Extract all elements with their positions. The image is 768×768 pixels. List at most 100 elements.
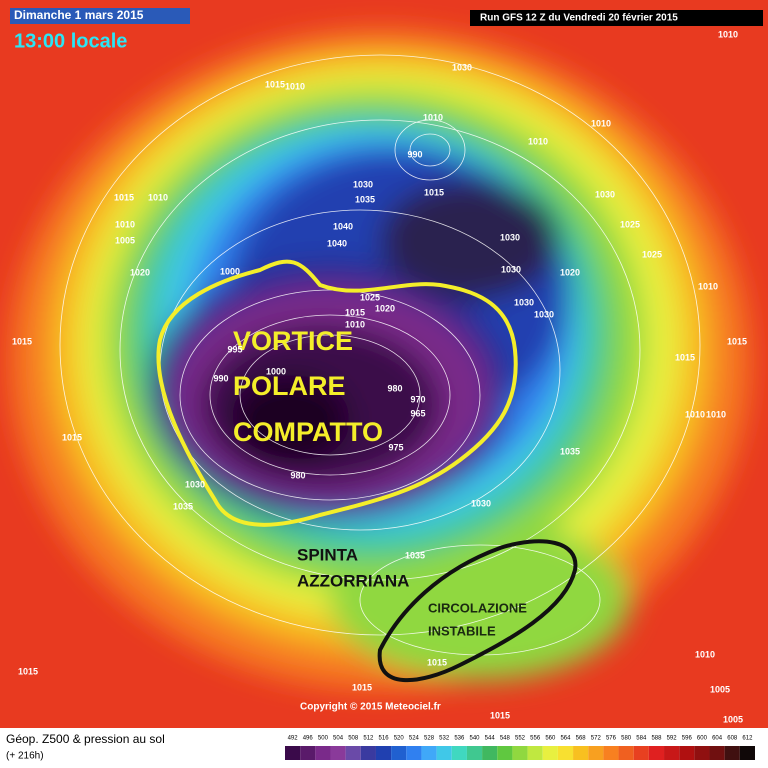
scale-cell xyxy=(330,746,346,760)
scale-cell xyxy=(664,746,680,760)
isobar-label: 1010 xyxy=(695,649,715,659)
annotation: AZZORRIANA xyxy=(297,571,409,590)
isobar-label: 1010 xyxy=(423,112,443,122)
scale-cell xyxy=(633,746,649,760)
isobar-label: 1015 xyxy=(352,682,372,692)
isobar-label: 1035 xyxy=(405,550,425,560)
scale-cell xyxy=(497,746,513,760)
isobar-label: 1020 xyxy=(560,267,580,277)
local-time: 13:00 locale xyxy=(14,30,127,52)
isobar-label: 1035 xyxy=(173,501,193,511)
scale-label: 548 xyxy=(500,736,511,742)
footer-lead: (+ 216h) xyxy=(6,751,44,762)
scale-cell xyxy=(482,746,498,760)
scale-cell xyxy=(451,746,467,760)
isobar-label: 1030 xyxy=(353,179,373,189)
isobar-label: 1015 xyxy=(424,187,444,197)
map-field xyxy=(0,0,768,728)
scale-cell xyxy=(618,746,634,760)
isobar-label: 1015 xyxy=(265,79,285,89)
scale-cell xyxy=(709,746,725,760)
date: Dimanche 1 mars 2015 xyxy=(14,8,144,22)
isobar-label: 1015 xyxy=(727,336,747,346)
isobar-label: 1015 xyxy=(62,432,82,442)
date-box xyxy=(10,8,190,24)
isobar-label: 1040 xyxy=(327,238,347,248)
isobar-label: 1040 xyxy=(333,221,353,231)
annotation: POLARE xyxy=(233,371,346,401)
scale-label: 572 xyxy=(591,736,602,742)
height-field xyxy=(10,30,750,690)
scale-label: 604 xyxy=(712,736,723,742)
annotation: VORTICE xyxy=(233,326,353,356)
scale-cell xyxy=(573,746,589,760)
isobar-label: 1015 xyxy=(490,710,510,720)
scale-label: 600 xyxy=(697,736,708,742)
isobar-label: 1030 xyxy=(534,309,554,319)
scale-label: 532 xyxy=(439,736,450,742)
isobar-label: 1035 xyxy=(560,446,580,456)
scale-label: 588 xyxy=(651,736,662,742)
scale-cell xyxy=(285,746,301,760)
scale-cell xyxy=(724,746,740,760)
annotation: INSTABILE xyxy=(428,623,496,638)
isobar-label: 1010 xyxy=(345,319,365,329)
isobar-label: 1010 xyxy=(706,409,726,419)
isobar-label: 1030 xyxy=(185,479,205,489)
scale-label: 612 xyxy=(742,736,753,742)
isobar-label: 995 xyxy=(227,344,242,354)
scale-label: 504 xyxy=(333,736,344,742)
scale-label: 496 xyxy=(303,736,314,742)
isobar-label: 1020 xyxy=(130,267,150,277)
scale-label: 608 xyxy=(727,736,738,742)
isobar-label: 1035 xyxy=(355,194,375,204)
scale-cell xyxy=(391,746,407,760)
scale-label: 540 xyxy=(470,736,481,742)
scale-cell xyxy=(542,746,558,760)
scale-label: 528 xyxy=(424,736,435,742)
scale-cell xyxy=(360,746,376,760)
isobar-label: 1000 xyxy=(266,366,286,376)
isobar-label: 1010 xyxy=(698,281,718,291)
isobar-label: 1020 xyxy=(375,303,395,313)
isobar-label: 1030 xyxy=(471,498,491,508)
isobar-label: 990 xyxy=(213,373,228,383)
scale-cell xyxy=(527,746,543,760)
isobar-label: 1005 xyxy=(723,714,743,724)
scale-cell xyxy=(679,746,695,760)
isobar-label: 1015 xyxy=(675,352,695,362)
isobar-label: 1010 xyxy=(685,409,705,419)
scale-cell xyxy=(375,746,392,760)
scale-label: 564 xyxy=(560,736,571,742)
instability-outline xyxy=(377,539,578,683)
scale-cell xyxy=(466,746,483,760)
isobar-label: 1025 xyxy=(620,219,640,229)
scale-label: 592 xyxy=(667,736,678,742)
isobar-label: 980 xyxy=(290,470,305,480)
scale-label: 544 xyxy=(485,736,496,742)
annotation: COMPATTO xyxy=(233,417,383,447)
isobar-label: 990 xyxy=(407,149,422,159)
vortex-outline xyxy=(156,259,518,527)
scale-cell xyxy=(512,746,528,760)
isobar-label: 1025 xyxy=(360,292,380,302)
scale-cell xyxy=(406,746,422,760)
isobar-label: 1030 xyxy=(514,297,534,307)
scale-label: 508 xyxy=(348,736,359,742)
scale-label: 520 xyxy=(394,736,405,742)
annotation: CIRCOLAZIONE xyxy=(428,600,527,615)
run-info: Run GFS 12 Z du Vendredi 20 février 2015 xyxy=(480,13,678,24)
scale-label: 552 xyxy=(515,736,526,742)
isobar-label: 1010 xyxy=(148,192,168,202)
scale-label: 580 xyxy=(621,736,632,742)
scale-label: 524 xyxy=(409,736,420,742)
scale-label: 560 xyxy=(545,736,556,742)
scale-cell xyxy=(421,746,437,760)
scale-cell xyxy=(603,746,619,760)
isobar-label: 1000 xyxy=(220,266,240,276)
scale-label: 584 xyxy=(636,736,647,742)
scale-label: 512 xyxy=(363,736,374,742)
isobar-label: 965 xyxy=(410,408,425,418)
